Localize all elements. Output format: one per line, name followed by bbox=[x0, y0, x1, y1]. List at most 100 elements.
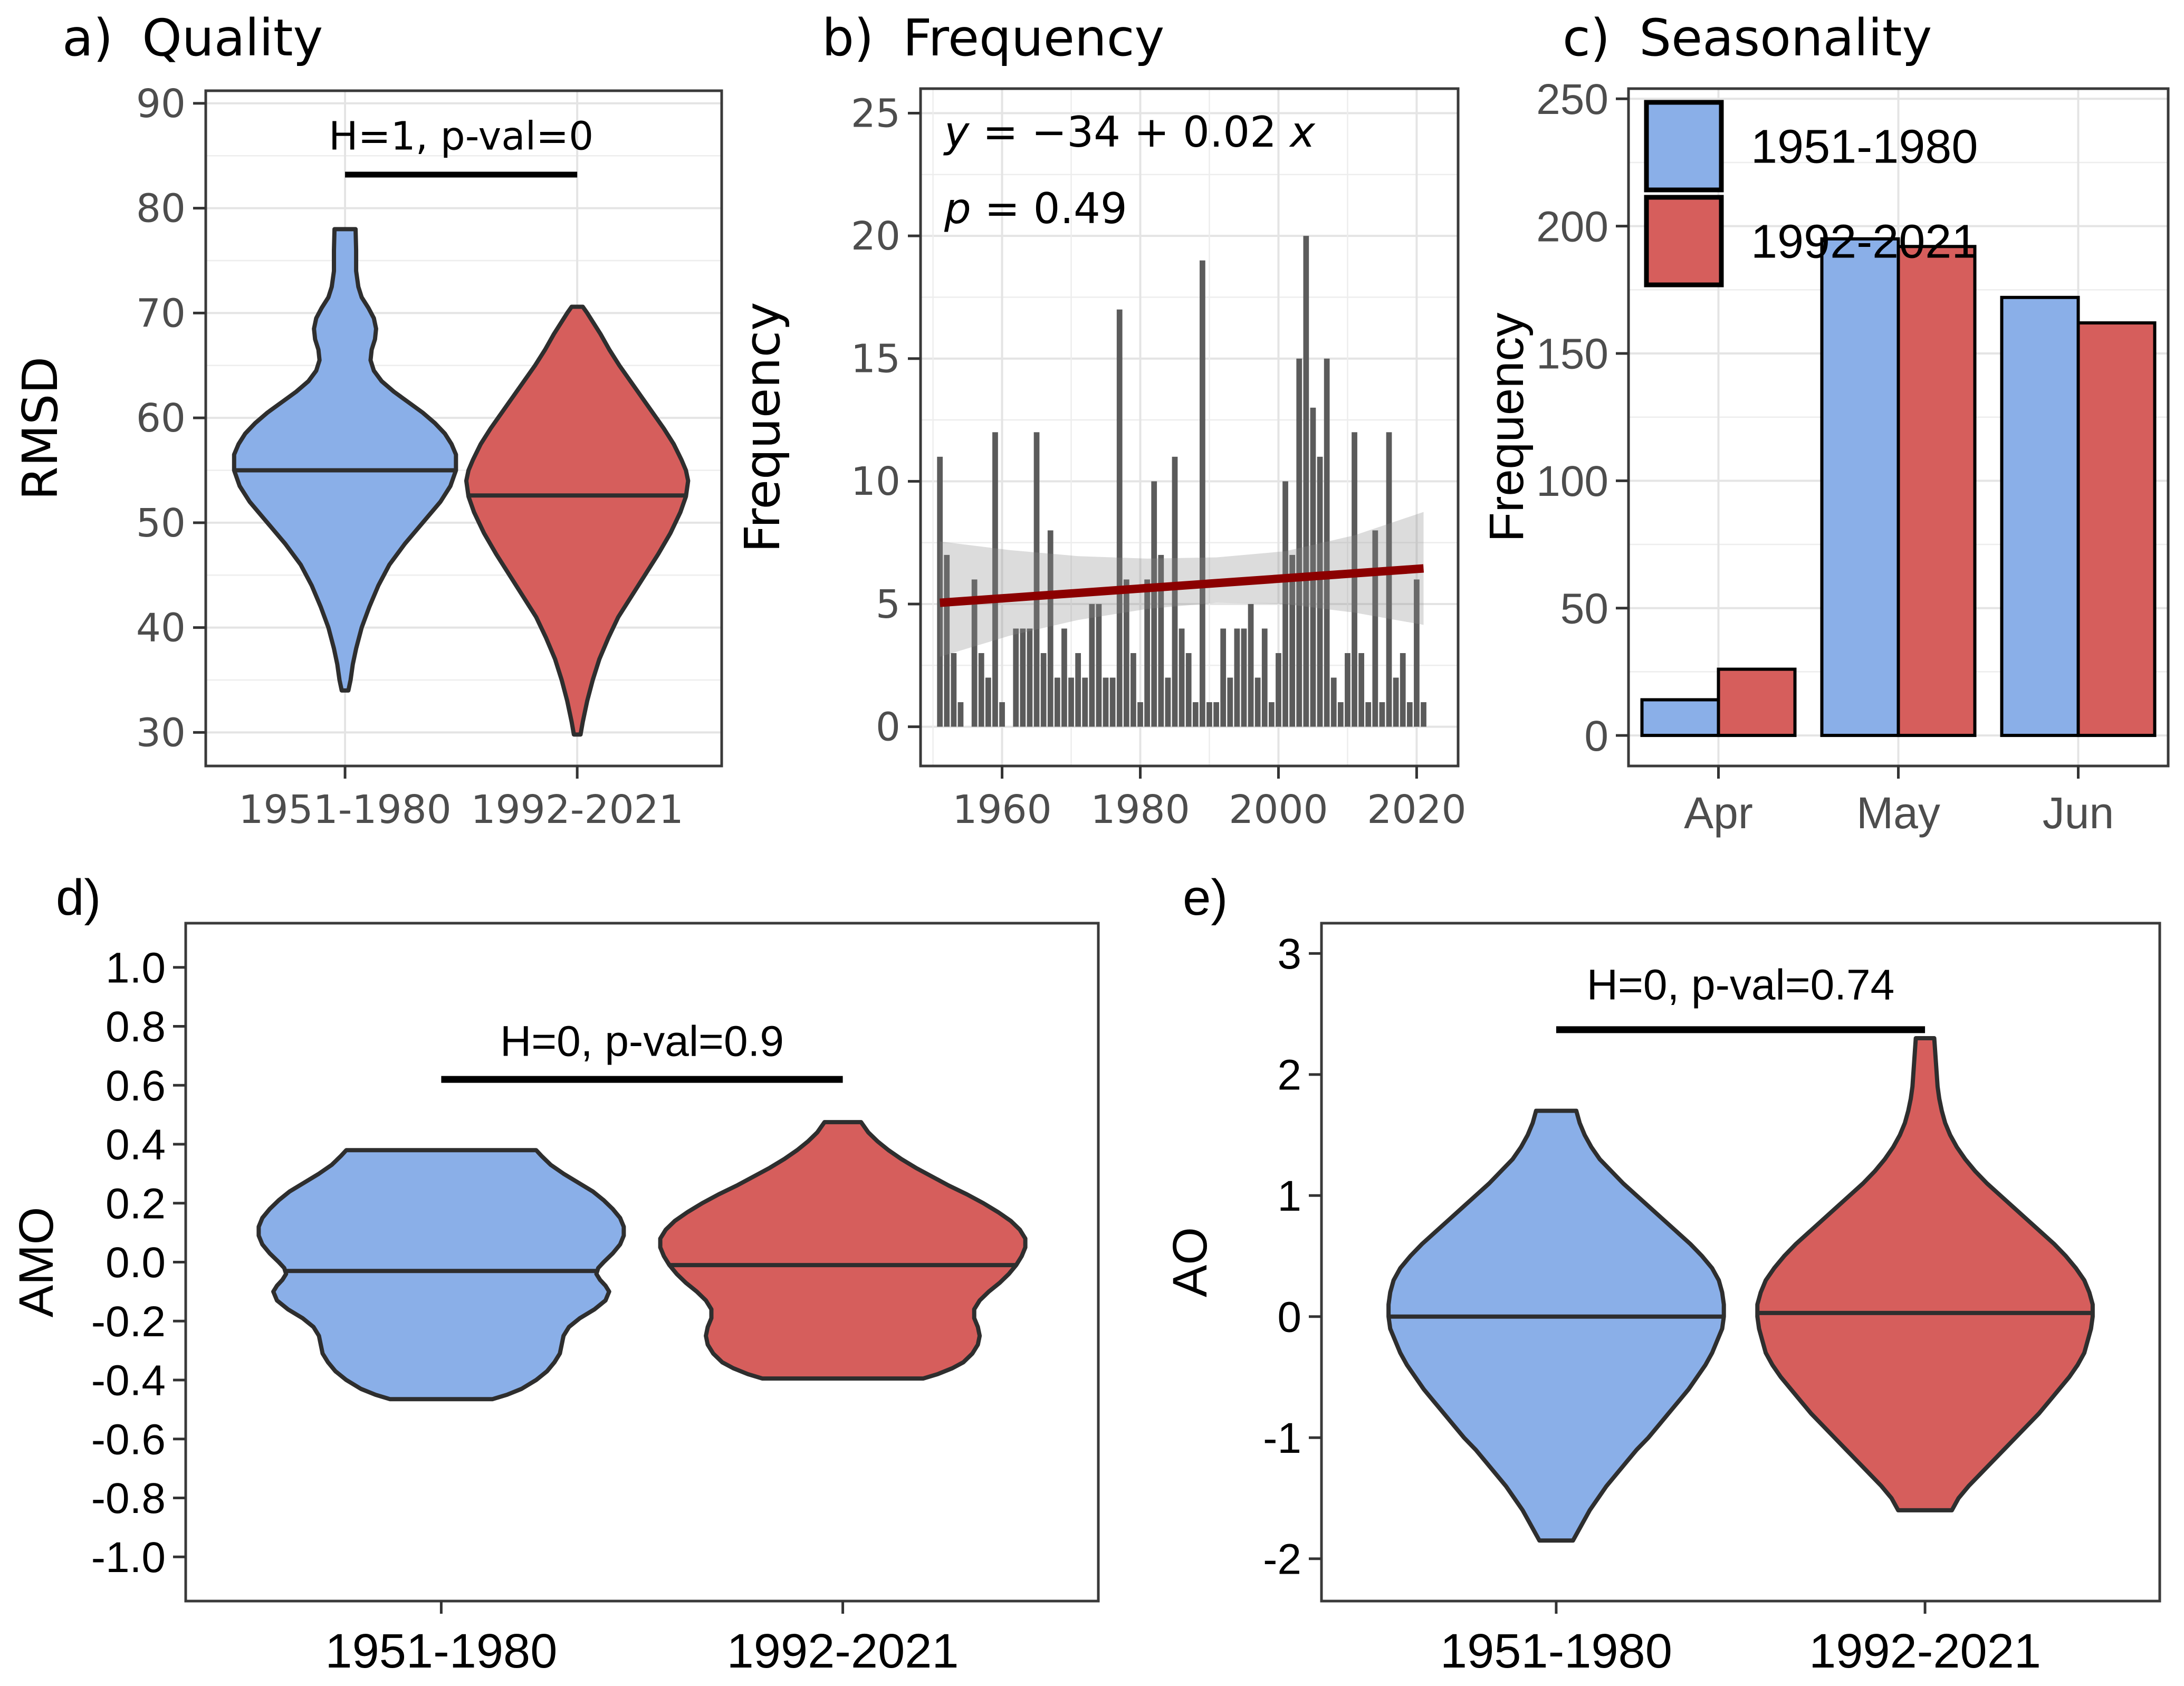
x-tick-label: 2020 bbox=[1367, 787, 1466, 832]
y-tick-label: 0.2 bbox=[106, 1180, 166, 1228]
panel-tag: e) bbox=[1183, 869, 1228, 926]
year-bar-1958 bbox=[985, 677, 991, 727]
year-bar-1952 bbox=[944, 554, 950, 727]
x-tick-label: 2000 bbox=[1229, 787, 1328, 832]
y-tick-label: 30 bbox=[136, 710, 186, 755]
year-bar-1966 bbox=[1040, 653, 1047, 727]
year-bar-2015 bbox=[1379, 702, 1385, 727]
bar-Jun-1951-1980 bbox=[2000, 295, 2080, 737]
year-bar-2000 bbox=[1276, 653, 1281, 727]
trend-line bbox=[940, 564, 1424, 607]
y-tick-label: -0.6 bbox=[91, 1415, 166, 1463]
year-bar-1967 bbox=[1047, 530, 1053, 727]
y-tick-label: 0.6 bbox=[106, 1062, 166, 1110]
y-tick-label: -0.4 bbox=[91, 1357, 166, 1405]
panel-frequency-title: b) Frequency bbox=[822, 12, 1164, 65]
y-tick-label: -1 bbox=[1263, 1414, 1301, 1462]
year-bar-1985 bbox=[1172, 456, 1178, 727]
year-bar-1983 bbox=[1158, 554, 1164, 727]
year-bar-1991 bbox=[1213, 702, 1219, 727]
year-bar-1960 bbox=[999, 702, 1005, 727]
plot-border bbox=[919, 87, 1460, 768]
year-bar-2001 bbox=[1282, 481, 1288, 727]
category-label: 1992-2021 bbox=[471, 787, 683, 832]
violin-1992-2021 bbox=[658, 1120, 1028, 1381]
y-tick-label: 90 bbox=[136, 81, 186, 127]
y-tick-label: 3 bbox=[1277, 930, 1301, 978]
x-tick-label: 1960 bbox=[952, 787, 1051, 832]
top-row: a) Quality 30 40 50 60 70 80 90 RMSD 1951-1980 19… bbox=[12, 0, 2184, 870]
year-bar-1986 bbox=[1179, 628, 1185, 727]
year-bar-1957 bbox=[978, 653, 984, 727]
y-tick-label: 0.4 bbox=[106, 1121, 166, 1169]
y-axis-label: Frequency bbox=[1480, 313, 1534, 542]
p-value-text: p = 0.49 bbox=[944, 184, 1127, 233]
y-tick-label: 70 bbox=[136, 291, 186, 336]
y-tick-label: 250 bbox=[1536, 75, 1608, 123]
year-bar-2019 bbox=[1406, 702, 1413, 727]
year-bar-1982 bbox=[1151, 481, 1157, 727]
y-tick-label: -2 bbox=[1263, 1535, 1301, 1583]
ao-violin-chart: 3 2 1 0 -1 -2 AO 1951-1980 1992-2021 H=0, p-val=0… bbox=[1163, 922, 2161, 1678]
year-bar-2013 bbox=[1365, 702, 1372, 727]
panel-title-text: Frequency bbox=[903, 8, 1165, 68]
year-bar-2010 bbox=[1345, 653, 1350, 727]
panel-ao-title: e) bbox=[1183, 871, 1257, 925]
panel-tag: c) bbox=[1563, 8, 1611, 68]
y-tick-label: 0 bbox=[1277, 1293, 1301, 1341]
year-bar-1998 bbox=[1261, 628, 1268, 727]
year-bar-1996 bbox=[1248, 603, 1254, 727]
year-bar-2014 bbox=[1372, 530, 1378, 727]
year-bar-1994 bbox=[1234, 628, 1240, 727]
category-label: 1951-1980 bbox=[1440, 1624, 1672, 1678]
year-bar-1973 bbox=[1089, 603, 1095, 727]
year-bar-1997 bbox=[1254, 677, 1261, 727]
panel-seasonality-title: c) Seasonality bbox=[1563, 12, 1932, 65]
panel-amo-title: d) bbox=[56, 871, 130, 925]
y-tick-label: 0 bbox=[1584, 712, 1608, 760]
year-bar-2018 bbox=[1400, 653, 1406, 727]
plot-border bbox=[204, 89, 723, 768]
y-tick-label: 50 bbox=[1560, 585, 1608, 633]
x-tick-label: 1980 bbox=[1090, 787, 1190, 832]
y-tick-label: 1.0 bbox=[106, 944, 166, 992]
year-bar-1965 bbox=[1033, 432, 1040, 727]
panel-quality-title: a) Quality bbox=[62, 12, 323, 65]
year-bar-1971 bbox=[1075, 653, 1081, 727]
year-bar-1970 bbox=[1068, 677, 1074, 727]
y-tick-label: 15 bbox=[851, 337, 901, 382]
year-bar-1990 bbox=[1206, 702, 1212, 727]
significance-text: H=1, p-val=0 bbox=[329, 113, 593, 159]
frequency-bar-chart: 0 5 10 15 20 25 Frequency 1960 1980 2000 2020 y = −… bbox=[744, 87, 1467, 832]
year-bar-2002 bbox=[1289, 554, 1296, 727]
year-bar-1992 bbox=[1220, 628, 1227, 727]
violin-1951-1980 bbox=[256, 1148, 626, 1402]
year-bar-2009 bbox=[1337, 702, 1344, 727]
year-bar-1976 bbox=[1109, 677, 1116, 727]
year-bar-1956 bbox=[971, 579, 978, 727]
panel-seasonality: c) Seasonality 0 50 100 150 200 250 Frequency A… bbox=[1472, 0, 2184, 870]
legend-swatch-1992-2021 bbox=[1644, 195, 1724, 288]
year-bar-1977 bbox=[1116, 309, 1123, 727]
bar-May-1992-2021 bbox=[1896, 245, 1977, 737]
bottom-row: d) 1.0 0.8 0.6 0.4 0.2 0.0 -0.2 -0.4 -0.6 -0.8 -1.… bbox=[0, 870, 2184, 1686]
y-tick-label: 0 bbox=[876, 704, 901, 750]
year-bar-2021 bbox=[1421, 702, 1426, 727]
year-bar-2008 bbox=[1330, 677, 1337, 727]
panel-tag: d) bbox=[56, 869, 101, 926]
year-bar-1968 bbox=[1054, 677, 1060, 727]
panel-title-text: Quality bbox=[142, 8, 323, 68]
panel-ao: e) 3 2 1 0 -1 -2 AO 1951-1980 1992-2021 H=0, p-va… bbox=[1161, 870, 2184, 1686]
year-bar-2012 bbox=[1358, 653, 1365, 727]
year-bar-1988 bbox=[1192, 702, 1199, 727]
month-label: Jun bbox=[2043, 788, 2114, 838]
y-tick-label: -0.2 bbox=[91, 1298, 166, 1346]
panel-title-text: Seasonality bbox=[1639, 8, 1932, 68]
y-tick-label: 60 bbox=[136, 396, 186, 441]
y-tick-label: 80 bbox=[136, 186, 186, 232]
year-bar-1989 bbox=[1200, 260, 1205, 727]
seasonality-grouped-bar-chart: 0 50 100 150 200 250 Frequency Apr May Jun 1951-19… bbox=[1480, 75, 2170, 838]
regression-equation: y = −34 + 0.02 x bbox=[943, 108, 1316, 157]
month-label: Apr bbox=[1684, 788, 1753, 838]
